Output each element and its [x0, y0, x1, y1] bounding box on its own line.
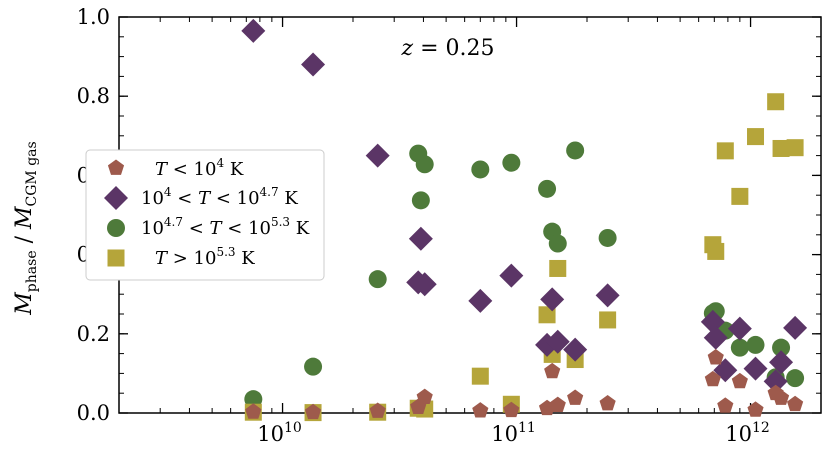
data-point-pentagon: [472, 402, 489, 418]
x-tick-label: 1011: [491, 420, 536, 446]
series-circle: [244, 141, 805, 409]
legend-marker-diamond: [104, 186, 128, 210]
data-point-pentagon: [567, 389, 584, 405]
redshift-annotation: z = 0.25: [401, 36, 495, 61]
data-point-diamond: [703, 325, 728, 350]
data-point-circle: [730, 338, 749, 357]
data-point-square: [716, 142, 734, 160]
annotation-equals: =: [413, 36, 445, 61]
data-point-diamond: [468, 288, 493, 313]
data-point-pentagon: [369, 402, 386, 418]
data-point-pentagon: [544, 362, 561, 379]
data-point-diamond: [769, 350, 794, 375]
data-point-square: [707, 242, 725, 260]
data-point-circle: [368, 270, 387, 289]
data-point-diamond: [365, 143, 390, 168]
data-point-diamond: [700, 309, 725, 334]
legend-label-warm: 104.7 < T < 105.3 K: [141, 215, 310, 239]
y-tick-label: 0.0: [77, 401, 110, 425]
data-point-pentagon: [747, 401, 764, 417]
ylabel-m2: M: [12, 206, 37, 230]
data-point-pentagon: [704, 370, 721, 387]
data-point-diamond: [763, 369, 788, 394]
data-point-circle: [411, 191, 430, 210]
data-point-square: [786, 139, 804, 157]
legend: T < 104 K 104 < T < 104.7 K 104.7 < T < …: [85, 149, 325, 281]
data-point-square: [772, 139, 790, 157]
ylabel-m1: M: [12, 292, 37, 316]
legend-label-cold: T < 104 K: [155, 156, 244, 180]
data-point-pentagon: [717, 397, 734, 413]
data-point-diamond: [301, 52, 326, 77]
x-tick-label: 1010: [257, 420, 302, 446]
data-point-diamond: [727, 316, 752, 341]
data-point-diamond: [563, 337, 588, 362]
data-point-circle: [415, 155, 434, 174]
data-point-circle: [244, 390, 263, 409]
series-diamond: [241, 18, 808, 394]
data-point-square: [747, 128, 765, 146]
data-point-diamond: [545, 329, 570, 354]
data-point-diamond: [241, 18, 266, 43]
data-point-pentagon: [416, 388, 433, 405]
legend-marker-circle: [107, 219, 125, 237]
data-point-diamond: [412, 272, 437, 297]
ylabel-slash: /: [12, 229, 37, 250]
data-point-circle: [304, 357, 323, 376]
data-point-circle: [538, 179, 557, 198]
legend-marker-square: [107, 249, 125, 267]
data-point-circle: [598, 228, 617, 247]
ylabel-sub1: phase: [24, 250, 40, 292]
data-point-pentagon: [787, 395, 804, 412]
data-point-circle: [502, 153, 521, 172]
legend-marker-pentagon: [107, 159, 125, 175]
data-point-circle: [786, 369, 805, 388]
data-point-pentagon: [707, 349, 724, 365]
data-point-circle: [746, 335, 765, 354]
data-point-pentagon: [503, 401, 520, 418]
annotation-z: z: [401, 36, 414, 61]
data-point-square: [767, 93, 785, 111]
y-tick-label: 1.0: [77, 5, 110, 29]
data-point-pentagon: [772, 389, 790, 405]
data-point-pentagon: [599, 395, 616, 411]
series-pentagon: [245, 349, 804, 420]
data-point-diamond: [783, 315, 808, 340]
data-points: [241, 18, 808, 422]
data-point-circle: [566, 141, 585, 160]
data-point-circle: [471, 160, 490, 179]
data-point-diamond: [595, 283, 620, 308]
legend-label-hot: T > 105.3 K: [155, 245, 255, 269]
legend-markers: [104, 159, 128, 267]
data-point-diamond: [540, 287, 565, 312]
data-point-pentagon: [549, 396, 566, 412]
x-tick-label: 1012: [725, 420, 770, 446]
data-point-diamond: [499, 263, 524, 288]
data-point-square: [599, 311, 617, 329]
annotation-value: 0.25: [446, 36, 495, 61]
data-point-diamond: [408, 226, 433, 251]
legend-label-cool: 104 < T < 104.7 K: [141, 185, 298, 209]
data-point-circle: [548, 234, 567, 253]
data-point-square: [471, 367, 489, 385]
data-point-pentagon: [245, 403, 262, 419]
data-point-square: [538, 306, 556, 324]
data-point-diamond: [743, 356, 768, 381]
data-point-pentagon: [731, 372, 748, 389]
y-tick-label: 0.2: [77, 322, 110, 346]
y-axis-label: Mphase / MCGM gas: [12, 141, 40, 315]
y-tick-label: 0.8: [77, 84, 110, 108]
data-point-pentagon: [304, 403, 322, 420]
ylabel-sub2: CGM gas: [24, 141, 40, 206]
data-point-square: [549, 259, 567, 277]
data-point-circle: [772, 338, 791, 357]
data-point-square: [731, 187, 749, 205]
legend-frame: [85, 149, 325, 281]
